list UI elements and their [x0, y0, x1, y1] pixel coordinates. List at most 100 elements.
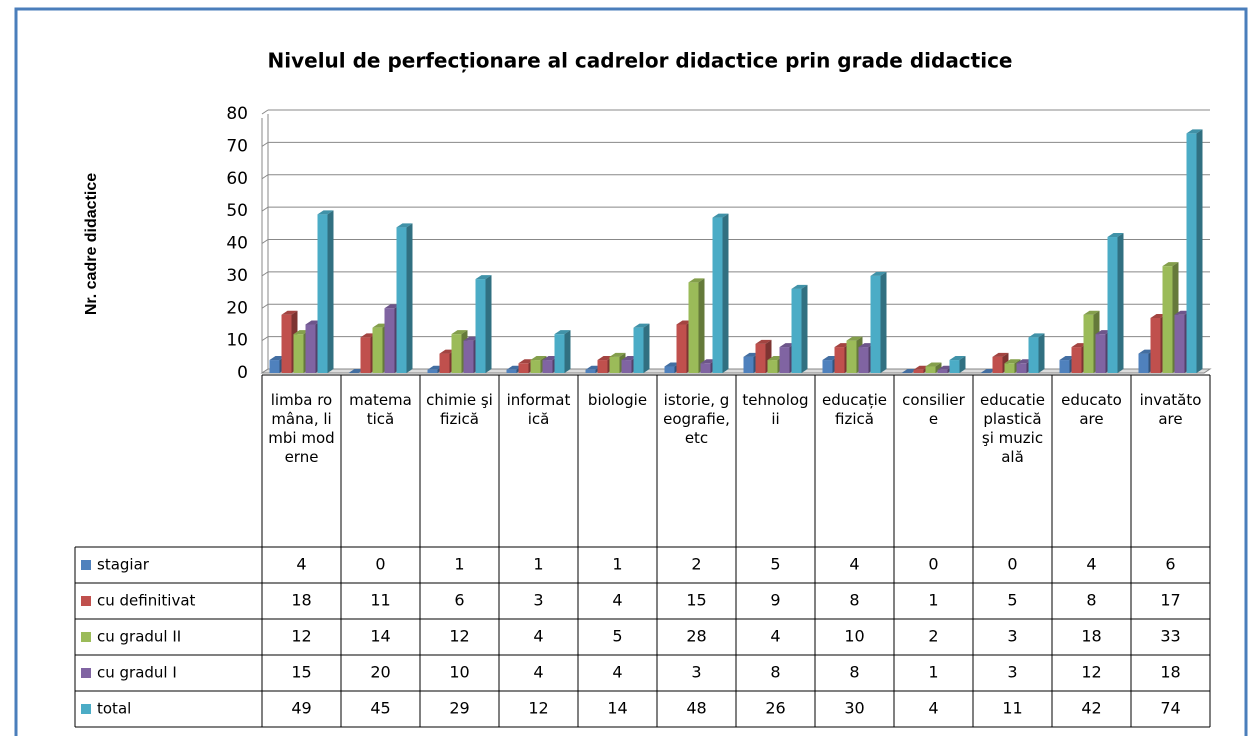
bar-top [451, 330, 468, 335]
bar-top [554, 330, 571, 335]
table-value: 30 [844, 699, 864, 718]
bar [1028, 337, 1039, 373]
bar [676, 324, 687, 373]
bar-top [949, 356, 966, 361]
legend-key [81, 560, 91, 570]
y-tick-label: 0 [237, 363, 248, 383]
legend-label: cu gradul I [97, 664, 177, 682]
table-value: 11 [1002, 699, 1022, 718]
bar [633, 327, 644, 373]
table-value: 0 [375, 555, 385, 574]
y-tick-label: 80 [226, 104, 248, 124]
x-tick-label: limba româna, limbi moderne [268, 391, 335, 466]
grid-line-side [261, 336, 269, 342]
bar-top [712, 213, 729, 218]
bar [1016, 363, 1027, 373]
bar [913, 369, 924, 373]
bar [1107, 237, 1118, 373]
bar [609, 356, 620, 373]
table-value: 1 [612, 555, 622, 574]
grid-line-side [261, 271, 269, 277]
y-tick-label: 20 [226, 298, 248, 318]
bar [858, 347, 869, 373]
table-value: 74 [1160, 699, 1180, 718]
y-tick-label: 60 [226, 169, 248, 189]
bar-side [643, 323, 650, 373]
table-value: 4 [849, 555, 859, 574]
table-value: 15 [686, 591, 706, 610]
bar-top [1162, 262, 1179, 267]
bar [925, 366, 936, 373]
legend-key [81, 632, 91, 642]
legend-label: cu gradul II [97, 628, 181, 646]
bar [743, 356, 754, 373]
bar [317, 214, 328, 373]
grid-line-side [261, 206, 269, 212]
legend-key [81, 668, 91, 678]
bar-top [925, 362, 942, 367]
bar [1162, 266, 1173, 373]
legend-key [81, 596, 91, 606]
table-value: 1 [928, 663, 938, 682]
table-value: 11 [370, 591, 390, 610]
legend-label: stagiar [97, 556, 150, 574]
bar [585, 369, 596, 373]
table-value: 8 [770, 663, 780, 682]
x-tick-label: informatică [506, 391, 571, 428]
bar-top [1004, 359, 1021, 364]
table-value: 8 [849, 591, 859, 610]
y-tick-label: 70 [226, 136, 248, 156]
bar-side [801, 284, 808, 373]
grid-line-side [261, 109, 269, 115]
grid-line-side [261, 303, 269, 309]
floor [260, 368, 1212, 374]
bar [597, 360, 608, 373]
table-value: 0 [1007, 555, 1017, 574]
table-value: 1 [454, 555, 464, 574]
table-value: 8 [849, 663, 859, 682]
x-tick-label: educație fizică [822, 391, 887, 428]
bar-side [722, 213, 729, 373]
bar [269, 360, 280, 373]
table-value: 17 [1160, 591, 1180, 610]
bar [506, 369, 517, 373]
bar-side [564, 330, 571, 373]
bar [463, 340, 474, 373]
table-value: 4 [612, 663, 622, 682]
grid-line-side [261, 239, 269, 244]
legend-label: cu definitivat [97, 592, 196, 610]
bar [1059, 360, 1070, 373]
bar-top [755, 339, 772, 344]
table-value: 18 [1160, 663, 1180, 682]
table-value: 5 [770, 555, 780, 574]
bar-top [609, 352, 626, 357]
bar [293, 334, 304, 373]
bar [937, 369, 948, 373]
table-value: 4 [770, 627, 780, 646]
table-value: 14 [370, 627, 390, 646]
bar [554, 334, 565, 373]
bar [281, 314, 292, 373]
table-value: 2 [691, 555, 701, 574]
bar-top [396, 223, 413, 228]
bar-side [935, 362, 942, 373]
x-tick-label: educatoare [1061, 391, 1122, 428]
legend-key [81, 704, 91, 714]
table-value: 45 [370, 699, 390, 718]
table-value: 29 [449, 699, 469, 718]
bar [712, 217, 723, 373]
bar-top [1083, 310, 1100, 315]
x-tick-label: invatătoare [1139, 391, 1202, 428]
bar [755, 343, 766, 373]
table-value: 18 [291, 591, 311, 610]
bar-top [992, 352, 1009, 357]
table-value: 18 [1081, 627, 1101, 646]
bar [949, 360, 960, 373]
x-tick-label: tehnologii [742, 391, 809, 428]
bar [396, 227, 407, 373]
bar [439, 353, 450, 373]
bar [1095, 334, 1106, 373]
bar-top [1028, 333, 1045, 338]
bar-top [1107, 233, 1124, 238]
